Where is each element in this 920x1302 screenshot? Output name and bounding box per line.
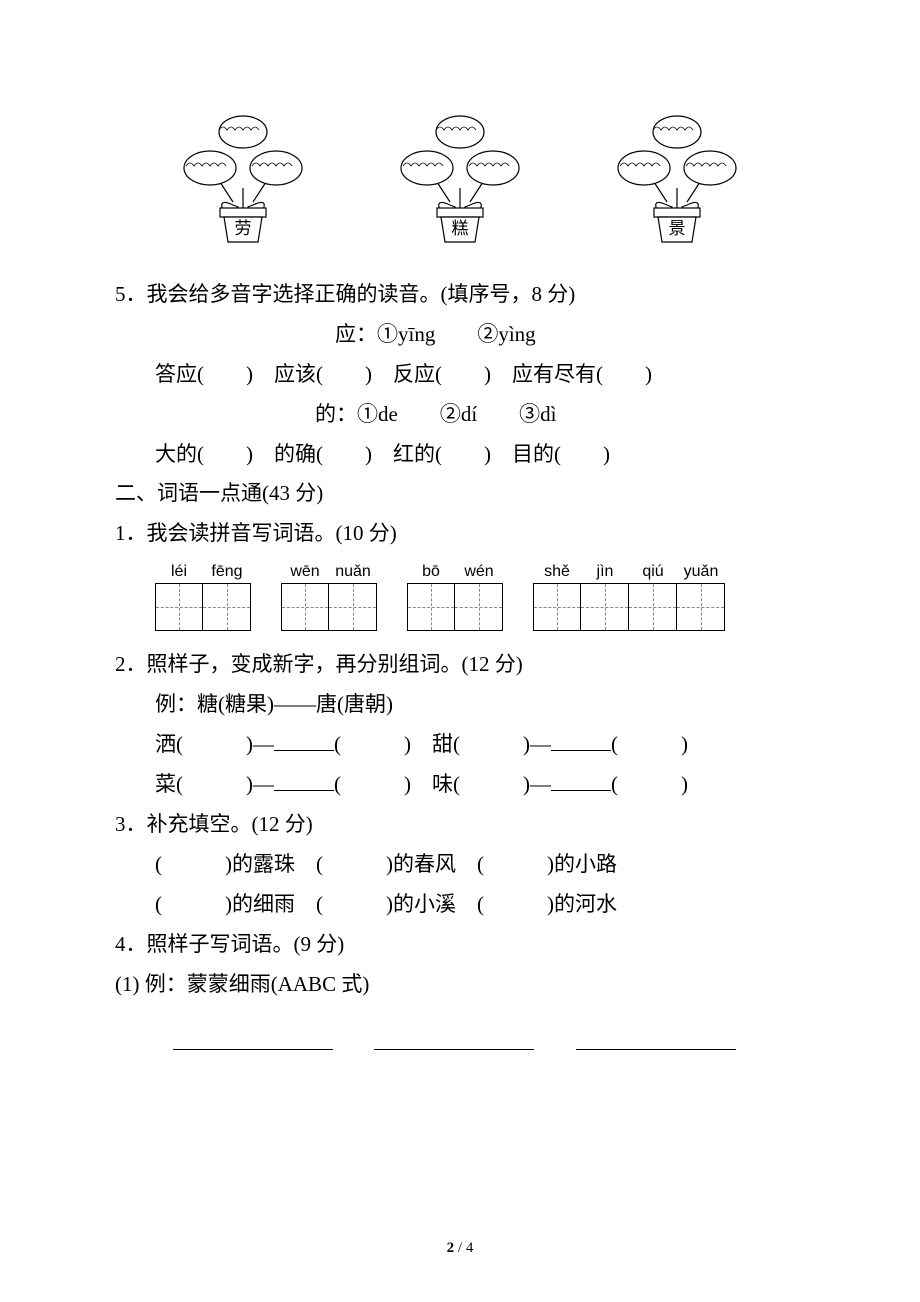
pinyin-cell: jìn	[581, 562, 629, 631]
page-footer: 2 / 4	[0, 1234, 920, 1263]
fill-blank[interactable]	[551, 769, 611, 791]
pinyin-label: léi	[171, 562, 187, 581]
s2q2-row2: 菜( )— ( ) 味( )— ( )	[115, 765, 805, 805]
pinyin-label: jìn	[597, 562, 614, 581]
pinyin-group-2: wēn nuǎn	[281, 562, 377, 631]
char-box[interactable]	[155, 583, 203, 631]
char-box[interactable]	[203, 583, 251, 631]
pinyin-cell: wēn	[281, 562, 329, 631]
pinyin-group-4: shě jìn qiú yuǎn	[533, 562, 725, 631]
flower-pot-3: 景	[612, 110, 742, 245]
pinyin-label: wēn	[290, 562, 319, 581]
q5-ying-header: 应：①yīng ②yìng	[115, 315, 805, 355]
page-total: 4	[466, 1240, 474, 1256]
char-box[interactable]	[533, 583, 581, 631]
flower-pot-row: 劳	[115, 110, 805, 245]
s2q3-row2: ( )的细雨 ( )的小溪 ( )的河水	[115, 885, 805, 925]
s2q2-example: 例：糖(糖果)——唐(唐朝)	[115, 685, 805, 725]
pinyin-cell: bō	[407, 562, 455, 631]
pot-label-2: 糕	[451, 219, 468, 238]
page-current: 2	[447, 1240, 455, 1256]
worksheet-page: 劳	[0, 0, 920, 1302]
flower-pot-1: 劳	[178, 110, 308, 245]
s2q4-sub1: (1) 例：蒙蒙细雨(AABC 式)	[115, 965, 805, 1005]
q5-de-items: 大的( ) 的确( ) 红的( ) 目的( )	[115, 435, 805, 475]
text: 菜( )—	[155, 772, 274, 796]
s2q3-row1: ( )的露珠 ( )的春风 ( )的小路	[115, 845, 805, 885]
pinyin-label: wén	[464, 562, 493, 581]
fill-blank[interactable]	[274, 769, 334, 791]
s2q4-title: 4．照样子写词语。(9 分)	[115, 925, 805, 965]
pinyin-cell: shě	[533, 562, 581, 631]
pot-label-1: 劳	[235, 219, 252, 238]
pinyin-label: fēng	[211, 562, 242, 581]
char-box[interactable]	[407, 583, 455, 631]
pinyin-cell: yuǎn	[677, 562, 725, 631]
fill-blank[interactable]	[274, 729, 334, 751]
fill-blank-long[interactable]	[576, 1028, 736, 1050]
flower-pot-2: 糕	[395, 110, 525, 245]
char-box[interactable]	[455, 583, 503, 631]
pinyin-cell: qiú	[629, 562, 677, 631]
pinyin-cell: nuǎn	[329, 562, 377, 631]
q5-ying-items: 答应( ) 应该( ) 反应( ) 应有尽有( )	[115, 355, 805, 395]
pinyin-label: bō	[422, 562, 440, 581]
pinyin-group-1: léi fēng	[155, 562, 251, 631]
char-box[interactable]	[581, 583, 629, 631]
char-box[interactable]	[629, 583, 677, 631]
char-box[interactable]	[329, 583, 377, 631]
text: ( )	[611, 772, 688, 796]
char-box[interactable]	[677, 583, 725, 631]
char-box[interactable]	[281, 583, 329, 631]
q5-de-header: 的：①de ②dí ③dì	[115, 395, 805, 435]
pinyin-label: nuǎn	[335, 562, 371, 581]
text: ( )	[611, 732, 688, 756]
text: 洒( )—	[155, 732, 274, 756]
q5-title: 5．我会给多音字选择正确的读音。(填序号，8 分)	[115, 275, 805, 315]
pinyin-label: qiú	[642, 562, 663, 581]
fill-blank[interactable]	[551, 729, 611, 751]
s2q2-row1: 洒( )— ( ) 甜( )— ( )	[115, 725, 805, 765]
s2q3-title: 3．补充填空。(12 分)	[115, 805, 805, 845]
s2q2-title: 2．照样子，变成新字，再分别组词。(12 分)	[115, 645, 805, 685]
pinyin-cell: fēng	[203, 562, 251, 631]
fill-blank-long[interactable]	[173, 1028, 333, 1050]
answer-blanks-row	[115, 1024, 805, 1064]
pinyin-cell: léi	[155, 562, 203, 631]
pinyin-label: yuǎn	[684, 562, 719, 581]
pinyin-cell: wén	[455, 562, 503, 631]
fill-blank-long[interactable]	[374, 1028, 534, 1050]
section2-title: 二、词语一点通(43 分)	[115, 474, 805, 514]
s2q1-title: 1．我会读拼音写词语。(10 分)	[115, 514, 805, 554]
text: ( ) 味( )—	[334, 772, 551, 796]
pinyin-boxes-row: léi fēng wēn nuǎn bō wén shě jìn qiú yuǎ…	[115, 562, 805, 631]
pot-label-3: 景	[668, 219, 685, 238]
pinyin-group-3: bō wén	[407, 562, 503, 631]
text: ( ) 甜( )—	[334, 732, 551, 756]
pinyin-label: shě	[544, 562, 570, 581]
